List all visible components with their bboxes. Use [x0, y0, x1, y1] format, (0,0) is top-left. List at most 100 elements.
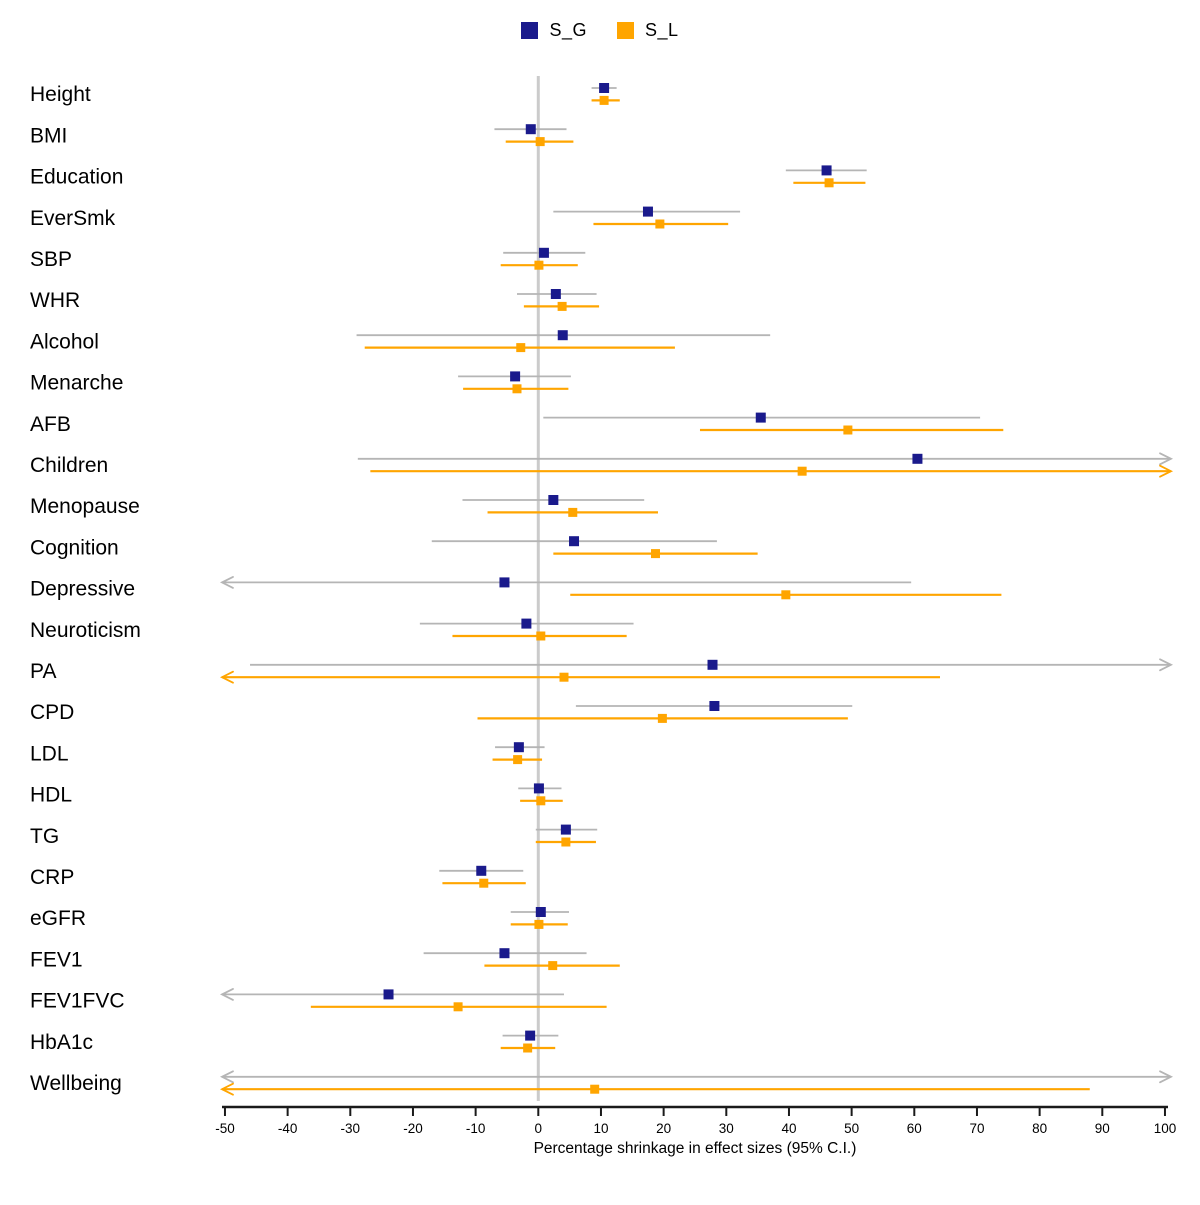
- ci-arrowhead-icon: [1159, 658, 1174, 672]
- row-label-menarche: Menarche: [30, 372, 123, 395]
- point-s_g-fev1: [499, 948, 510, 959]
- point-s_l-fev1fvc: [453, 1002, 463, 1012]
- point-s_l-menopause: [568, 507, 578, 517]
- x-tick-label: 10: [593, 1121, 608, 1136]
- point-s_g-children: [912, 453, 923, 464]
- row-label-whr: WHR: [30, 289, 80, 312]
- row-label-eversmk: EverSmk: [30, 207, 116, 230]
- point-s_l-hdl: [536, 796, 546, 806]
- point-s_l-height: [599, 95, 609, 105]
- point-s_g-cognition: [569, 536, 580, 547]
- row-label-neuroticism: Neuroticism: [30, 619, 141, 642]
- row-label-wellbeing: Wellbeing: [30, 1072, 122, 1095]
- row-label-fev1fvc: FEV1FVC: [30, 990, 125, 1013]
- x-tick-label: -30: [341, 1121, 361, 1136]
- ci-arrowhead-icon: [219, 1082, 234, 1096]
- row-label-pa: PA: [30, 660, 56, 683]
- row-label-cpd: CPD: [30, 701, 74, 724]
- x-tick-label: 90: [1095, 1121, 1110, 1136]
- point-s_g-crp: [476, 865, 487, 876]
- row-label-tg: TG: [30, 825, 59, 848]
- point-s_l-cpd: [657, 713, 667, 723]
- point-s_l-depressive: [781, 590, 791, 600]
- x-tick-label: 50: [844, 1121, 859, 1136]
- row-label-hba1c: HbA1c: [30, 1031, 93, 1054]
- point-s_g-eversmk: [642, 206, 653, 217]
- point-s_g-fev1fvc: [383, 989, 394, 1000]
- x-tick-label: 0: [535, 1121, 543, 1136]
- x-tick-label: -10: [466, 1121, 486, 1136]
- x-tick-label: -50: [215, 1121, 235, 1136]
- x-tick-label: 100: [1154, 1121, 1177, 1136]
- point-s_g-afb: [755, 412, 766, 423]
- point-s_l-alcohol: [516, 343, 526, 353]
- point-s_l-afb: [843, 425, 853, 435]
- x-tick-label: -20: [403, 1121, 423, 1136]
- point-s_g-sbp: [538, 247, 549, 258]
- row-label-ldl: LDL: [30, 742, 69, 765]
- point-s_l-wellbeing: [590, 1084, 600, 1094]
- point-s_g-hba1c: [525, 1030, 536, 1041]
- point-s_g-bmi: [525, 124, 536, 135]
- point-s_g-height: [599, 83, 610, 93]
- row-label-alcohol: Alcohol: [30, 330, 99, 353]
- legend-item-sl: S_L: [617, 20, 679, 41]
- sg-swatch-icon: [521, 22, 539, 39]
- point-s_g-whr: [550, 289, 561, 299]
- point-s_l-education: [824, 178, 834, 188]
- point-s_g-menopause: [548, 495, 559, 505]
- ci-arrowhead-icon: [1159, 464, 1174, 478]
- sg-legend-label: S_G: [549, 20, 587, 40]
- row-label-menopause: Menopause: [30, 495, 140, 518]
- row-label-bmi: BMI: [30, 124, 67, 147]
- point-s_l-cognition: [650, 549, 660, 559]
- point-s_l-bmi: [535, 137, 545, 147]
- point-s_g-hdl: [533, 783, 544, 794]
- ci-arrowhead-icon: [219, 670, 234, 684]
- row-label-hdl: HDL: [30, 784, 72, 807]
- point-s_l-fev1: [548, 961, 558, 971]
- point-s_l-tg: [561, 837, 571, 847]
- row-label-children: Children: [30, 454, 108, 477]
- row-label-depressive: Depressive: [30, 578, 135, 601]
- point-s_l-pa: [559, 672, 569, 682]
- point-s_l-hba1c: [523, 1043, 533, 1053]
- point-s_l-crp: [479, 878, 489, 888]
- sl-swatch-icon: [617, 22, 634, 39]
- point-s_g-menarche: [510, 371, 521, 382]
- point-s_g-tg: [560, 824, 571, 835]
- point-s_l-sbp: [534, 260, 544, 270]
- row-label-education: Education: [30, 166, 123, 189]
- point-s_g-ldl: [513, 742, 524, 753]
- point-s_g-pa: [707, 659, 718, 670]
- point-s_l-menarche: [512, 384, 522, 394]
- point-s_l-neuroticism: [536, 631, 546, 641]
- ci-arrowhead-icon: [219, 576, 234, 589]
- row-label-sbp: SBP: [30, 248, 72, 271]
- x-tick-label: 60: [907, 1121, 922, 1136]
- point-s_g-cpd: [709, 701, 720, 711]
- row-label-egfr: eGFR: [30, 907, 86, 930]
- x-tick-label: -40: [278, 1121, 298, 1136]
- x-tick-label: 30: [719, 1121, 734, 1136]
- point-s_g-depressive: [499, 577, 510, 588]
- x-tick-label: 70: [969, 1121, 984, 1136]
- ci-arrowhead-icon: [1159, 452, 1174, 466]
- sl-legend-label: S_L: [645, 20, 679, 40]
- legend-item-sg: S_G: [521, 20, 587, 41]
- point-s_l-ldl: [513, 755, 523, 765]
- point-s_l-whr: [557, 301, 567, 311]
- ci-arrowhead-icon: [1159, 1070, 1174, 1084]
- point-s_g-alcohol: [557, 330, 568, 341]
- x-tick-label: 80: [1032, 1121, 1047, 1136]
- x-tick-label: 20: [656, 1121, 671, 1136]
- ci-arrowhead-icon: [219, 988, 234, 1001]
- point-s_g-egfr: [535, 907, 546, 917]
- row-label-cognition: Cognition: [30, 536, 119, 559]
- legend: S_G S_L: [0, 20, 1200, 41]
- point-s_l-eversmk: [655, 219, 665, 229]
- row-label-afb: AFB: [30, 413, 71, 436]
- ci-arrowhead-icon: [219, 1070, 234, 1084]
- row-label-crp: CRP: [30, 866, 74, 889]
